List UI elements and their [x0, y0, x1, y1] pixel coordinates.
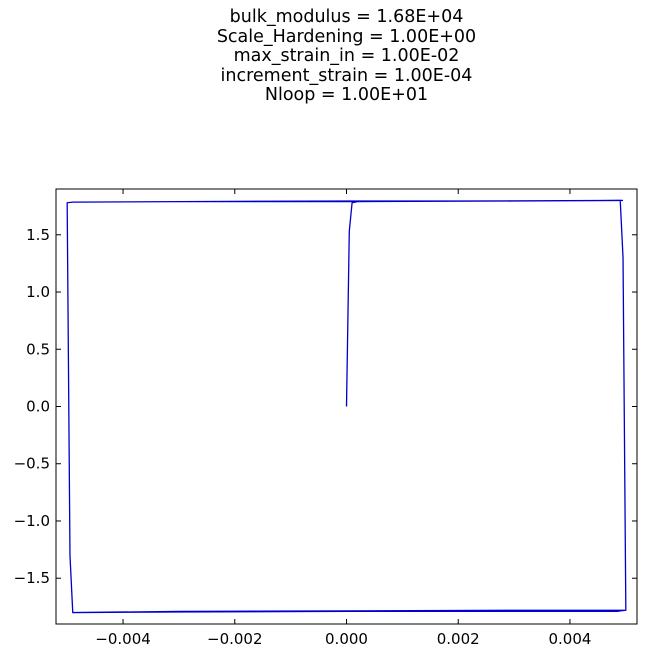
series-layer	[66, 199, 627, 614]
y-tick-label: 0.5	[26, 340, 50, 358]
x-axis: −0.004 −0.002 0.000 0.002 0.004	[95, 189, 591, 648]
y-tick-label: −0.5	[14, 455, 50, 473]
title-line-max-strain-in: max_strain_in = 1.00E-02	[233, 46, 460, 67]
x-tick-label: 0.004	[548, 630, 591, 648]
y-tick-label: 1.5	[26, 226, 50, 244]
x-tick-label: −0.004	[95, 630, 151, 648]
y-tick-label: −1.0	[14, 512, 50, 530]
x-tick-label: 0.002	[437, 630, 480, 648]
y-tick-label: −1.5	[14, 569, 50, 587]
y-tick-label: 0.0	[26, 398, 50, 416]
x-tick-label: 0.000	[325, 630, 368, 648]
title-line-increment-strain: increment_strain = 1.00E-04	[220, 65, 473, 86]
title-line-bulk-modulus: bulk_modulus = 1.68E+04	[229, 7, 464, 27]
chart-title: bulk_modulus = 1.68E+04 Scale_Hardening …	[0, 7, 647, 106]
title-line-scale-hardening: Scale_Hardening = 1.00E+00	[216, 26, 477, 47]
y-tick-label: 1.0	[26, 283, 50, 301]
x-tick-label: −0.002	[207, 630, 263, 648]
title-line-nloop: Nloop = 1.00E+01	[264, 85, 429, 106]
series-line-0	[66, 199, 627, 614]
y-axis: 1.5 1.0 0.5 0.0 −0.5 −1.0 −1.5	[14, 226, 637, 587]
